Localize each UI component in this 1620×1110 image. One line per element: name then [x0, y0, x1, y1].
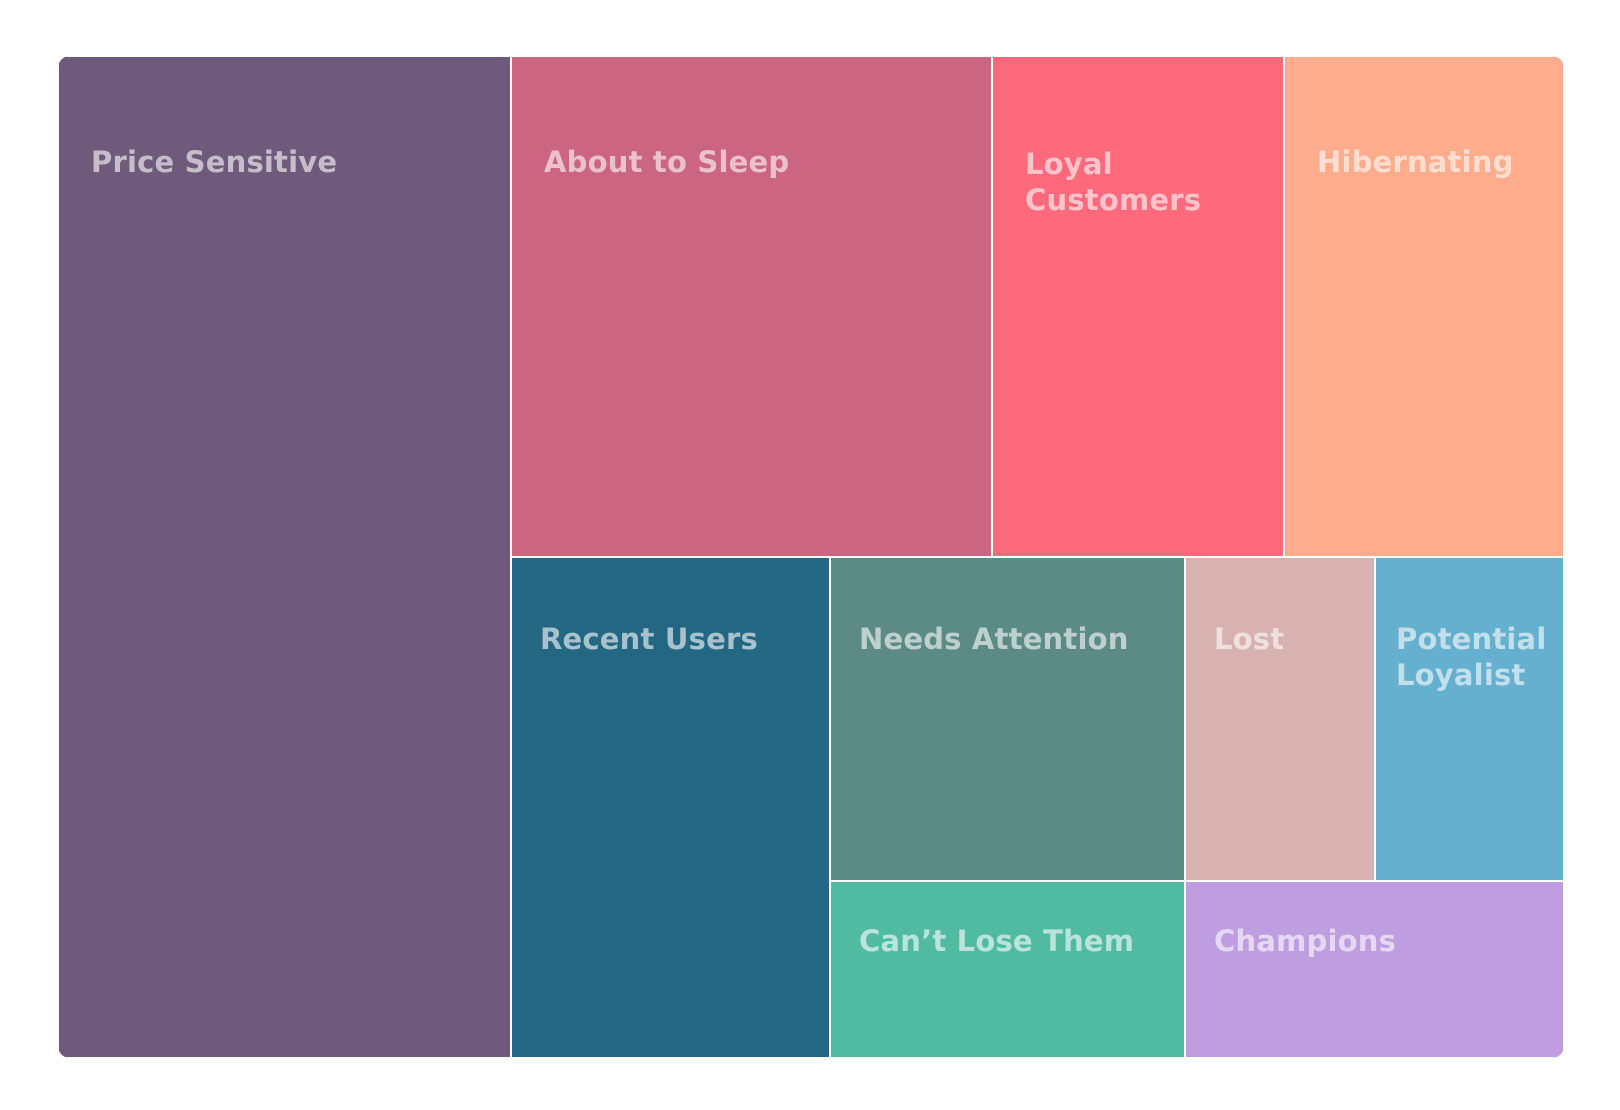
treemap-cell-loyal-customers[interactable]: Loyal Customers: [992, 56, 1284, 557]
treemap-cell-champions[interactable]: Champions: [1185, 881, 1564, 1058]
cell-label-loyal-customers: Loyal Customers: [1025, 147, 1202, 217]
treemap-cell-about-to-sleep[interactable]: About to Sleep: [511, 56, 992, 557]
cell-label-needs-attention: Needs Attention: [859, 622, 1129, 656]
treemap-cell-cant-lose-them[interactable]: Can’t Lose Them: [830, 881, 1185, 1058]
cell-label-cant-lose-them: Can’t Lose Them: [859, 924, 1135, 958]
cell-label-champions: Champions: [1214, 924, 1397, 958]
treemap-cell-lost[interactable]: Lost: [1185, 557, 1375, 881]
treemap-cell-potential-loyalist[interactable]: Potential Loyalist: [1375, 557, 1564, 881]
treemap-cell-needs-attention[interactable]: Needs Attention: [830, 557, 1185, 881]
treemap-chart: Price Sensitive About to Sleep Loyal Cus…: [58, 56, 1564, 1058]
cell-label-hibernating: Hibernating: [1317, 145, 1514, 179]
cell-label-price-sensitive: Price Sensitive: [91, 145, 338, 179]
cell-label-about-to-sleep: About to Sleep: [544, 145, 790, 179]
treemap-cell-hibernating[interactable]: Hibernating: [1284, 56, 1564, 557]
treemap-cell-price-sensitive[interactable]: Price Sensitive: [58, 56, 511, 1058]
treemap-cell-recent-users[interactable]: Recent Users: [511, 557, 830, 1058]
cell-label-recent-users: Recent Users: [540, 622, 758, 656]
cell-label-potential-loyalist: Potential Loyalist: [1396, 622, 1547, 692]
cell-label-lost: Lost: [1214, 622, 1285, 656]
